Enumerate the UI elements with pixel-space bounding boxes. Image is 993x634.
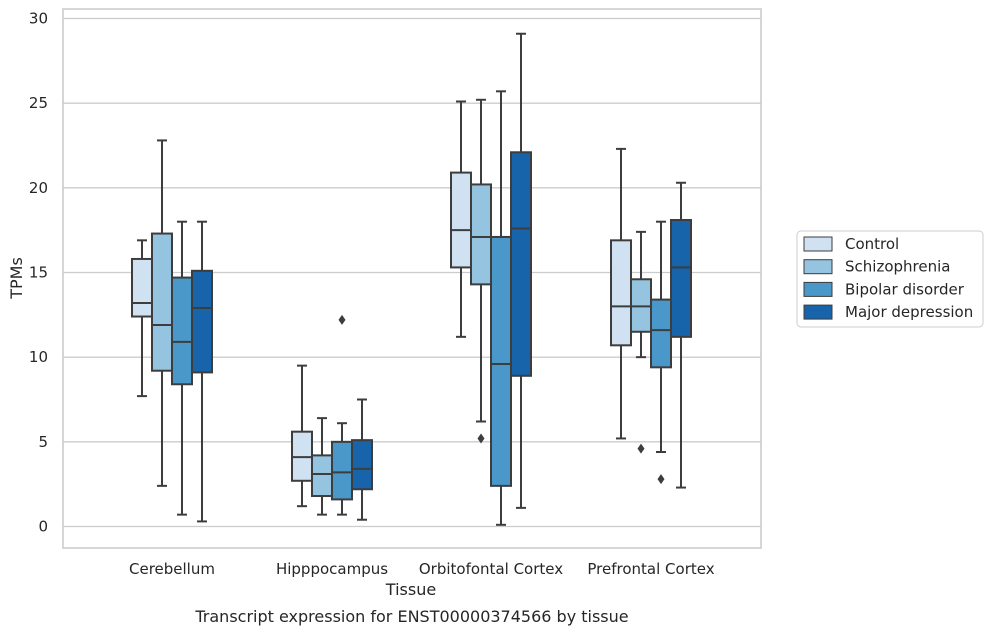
x-tick-labels: Cerebellum Hipppocampus Orbitofontal Corte… (129, 560, 715, 578)
y-tick-label: 15 (29, 264, 48, 282)
box-major-depression (351, 398, 373, 521)
outlier-point (338, 314, 346, 325)
box-major-depression (191, 220, 213, 523)
box-schizophrenia (311, 417, 333, 516)
box-schizophrenia (470, 98, 492, 444)
box-bipolar-disorder (331, 314, 353, 516)
legend-swatch (803, 259, 833, 275)
legend-swatch (803, 304, 833, 320)
legend-label: Schizophrenia (845, 258, 950, 276)
y-tick-label: 30 (29, 10, 48, 28)
box-body (331, 440, 353, 501)
y-tick-label: 25 (29, 94, 48, 112)
outlier-point (657, 474, 665, 485)
x-tick-label: Prefrontal Cortex (587, 560, 714, 578)
legend-label: Major depression (845, 303, 973, 321)
box-body (351, 439, 373, 491)
box-schizophrenia (630, 230, 652, 454)
box-body (311, 454, 333, 498)
outlier-point (477, 433, 485, 444)
legend-frame (796, 230, 984, 328)
y-tick-label: 10 (29, 348, 48, 366)
box-control (291, 364, 313, 508)
box-bipolar-disorder (650, 220, 672, 485)
x-axis-title: Tissue (385, 580, 436, 599)
x-tick-label: Orbitofontal Cortex (419, 560, 563, 578)
legend-swatch (803, 281, 833, 297)
plot-frame (62, 8, 762, 549)
y-tick-labels: 0 5 10 15 20 25 30 (29, 10, 48, 536)
box-body (490, 235, 512, 487)
legend-label: Control (845, 235, 899, 253)
legend-label: Bipolar disorder (845, 280, 965, 298)
box-control (610, 147, 632, 440)
box-body (131, 257, 153, 318)
legend-swatch (803, 236, 833, 252)
box-body (610, 239, 632, 347)
box-body (151, 232, 173, 372)
box-body (670, 219, 692, 338)
y-tick-label: 0 (38, 518, 48, 536)
box-control (450, 100, 472, 338)
box-body (450, 171, 472, 269)
box-body (510, 151, 532, 377)
x-tick-label: Hipppocampus (276, 560, 388, 578)
box-major-depression (510, 32, 532, 509)
boxes (131, 32, 692, 526)
y-axis-title: TPMs (7, 257, 26, 300)
box-body (191, 269, 213, 374)
box-bipolar-disorder (171, 220, 193, 516)
box-control (131, 239, 153, 398)
box-body (171, 276, 193, 386)
chart-caption: Transcript expression for ENST0000037456… (194, 607, 628, 626)
box-body (650, 298, 672, 369)
outlier-point (637, 443, 645, 454)
legend: Control Schizophrenia Bipolar disorder Majo… (796, 230, 984, 328)
y-tick-label: 20 (29, 179, 48, 197)
y-tick-label: 5 (38, 433, 48, 451)
box-body (470, 183, 492, 286)
box-major-depression (670, 181, 692, 489)
box-schizophrenia (151, 139, 173, 487)
x-tick-label: Cerebellum (129, 560, 215, 578)
box-bipolar-disorder (490, 90, 512, 526)
